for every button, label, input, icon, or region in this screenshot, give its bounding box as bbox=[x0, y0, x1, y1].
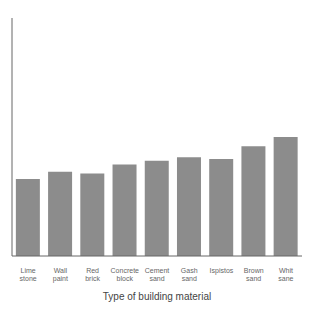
svg-text:Gashsand: Gashsand bbox=[181, 267, 198, 282]
svg-text:Wallpaint: Wallpaint bbox=[53, 267, 68, 283]
svg-text:Whitsane: Whitsane bbox=[278, 267, 293, 282]
svg-text:Ispistos: Ispistos bbox=[210, 267, 234, 275]
svg-text:Type of building material: Type of building material bbox=[103, 291, 211, 302]
svg-text:Cementsand: Cementsand bbox=[145, 267, 170, 282]
svg-text:Concreteblock: Concreteblock bbox=[111, 267, 140, 282]
svg-text:Brownsand: Brownsand bbox=[244, 267, 264, 282]
svg-text:Limestone: Limestone bbox=[20, 267, 37, 282]
svg-text:Redbrick: Redbrick bbox=[85, 267, 100, 282]
